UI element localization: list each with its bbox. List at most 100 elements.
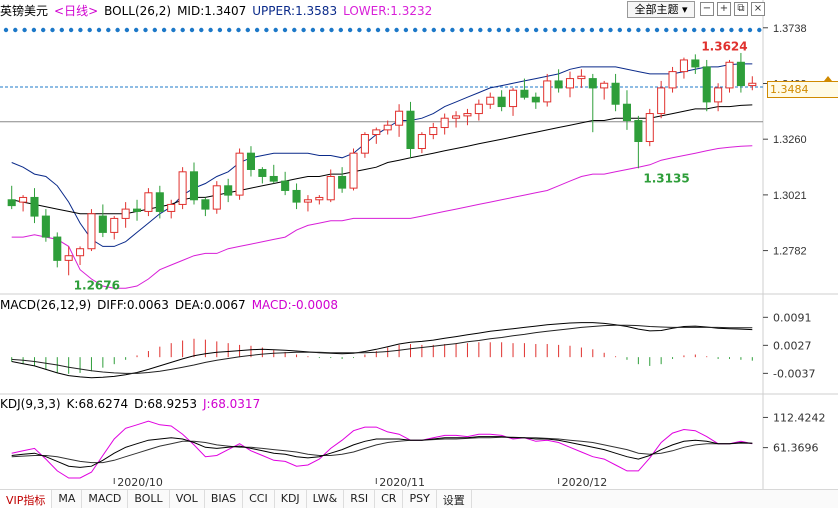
- candle-body: [634, 120, 643, 143]
- add-icon[interactable]: +: [717, 2, 731, 16]
- marker-dot: [366, 27, 371, 33]
- kdj-j-line: [11, 420, 753, 479]
- candle-body: [178, 171, 187, 205]
- candle-body: [600, 82, 609, 89]
- candle-body: [657, 87, 666, 115]
- marker-dot: [719, 27, 725, 33]
- tab-vol[interactable]: VOL: [170, 490, 205, 508]
- candle-body: [303, 199, 312, 203]
- marker-dot: [747, 27, 753, 33]
- tab-ma[interactable]: MA: [52, 490, 83, 508]
- marker-dot: [87, 27, 92, 33]
- tab-rsi[interactable]: RSI: [344, 490, 376, 508]
- macd-diff-line: [11, 322, 753, 379]
- x-tick-label: 2020/10: [117, 476, 163, 489]
- period-label[interactable]: <日线>: [54, 4, 99, 18]
- price-tick-label: 1.3260: [773, 134, 807, 146]
- macd-diff-value: DIFF:0.0063: [97, 298, 169, 312]
- marker-dot: [571, 27, 576, 33]
- candle-body: [668, 71, 677, 89]
- marker-dot: [515, 27, 520, 33]
- marker-dot: [357, 27, 362, 33]
- marker-dot: [106, 27, 111, 33]
- high-annotation: 1.3624: [701, 39, 747, 53]
- marker-dot: [161, 27, 167, 33]
- tab-boll[interactable]: BOLL: [128, 490, 170, 508]
- macd-dea-line: [11, 324, 753, 374]
- marker-dot: [68, 27, 74, 33]
- candle-body: [281, 180, 290, 191]
- marker-dot: [440, 27, 446, 33]
- kdj-tick-label: 61.3696: [773, 442, 819, 455]
- candle-body: [554, 80, 563, 89]
- candle-body: [736, 61, 745, 87]
- candle-body: [714, 87, 723, 103]
- tab-vip[interactable]: VIP指标: [0, 490, 53, 508]
- tab-lw[interactable]: LW&: [307, 490, 345, 508]
- candle-body: [246, 152, 256, 170]
- kdj-header: KDJ(9,3,3) K:68.6274 D:68.9253 J:68.0317: [0, 397, 266, 411]
- tab-kdj[interactable]: KDJ: [275, 490, 307, 508]
- macd-tick-label: -0.0037: [773, 367, 815, 380]
- marker-dot: [180, 27, 185, 33]
- kdj-j-value: J:68.0317: [203, 397, 261, 411]
- x-tick-label: 2020/11: [379, 476, 425, 489]
- candle-body: [132, 208, 142, 212]
- marker-dot: [543, 27, 548, 33]
- marker-dot: [533, 27, 539, 33]
- close-icon[interactable]: ×: [751, 2, 765, 16]
- candle-body: [360, 134, 369, 154]
- marker-dot: [450, 27, 455, 33]
- kdj-k-line: [11, 436, 753, 468]
- symbol-name: 英镑美元: [0, 4, 49, 18]
- indicator-tabs: VIP指标 MA MACD BOLL VOL BIAS CCI KDJ LW& …: [0, 489, 838, 508]
- marker-dot: [645, 27, 650, 33]
- marker-dot: [171, 27, 176, 33]
- boll-mid-value: MID:1.3407: [177, 4, 247, 18]
- marker-dot: [431, 27, 436, 33]
- candle-body: [155, 192, 164, 212]
- tab-bias[interactable]: BIAS: [205, 490, 244, 508]
- candle-body: [258, 168, 267, 177]
- tab-cci[interactable]: CCI: [243, 490, 275, 508]
- marker-dot: [245, 27, 250, 33]
- candle-body: [212, 185, 221, 210]
- minus-icon[interactable]: −: [700, 2, 714, 16]
- marker-dot: [599, 27, 604, 33]
- marker-dot: [608, 27, 613, 33]
- candle-body: [748, 82, 757, 87]
- tab-macd[interactable]: MACD: [82, 490, 129, 508]
- marker-dot: [729, 27, 734, 33]
- marker-dot: [664, 27, 669, 33]
- low-annotation: 1.3135: [643, 171, 689, 185]
- theme-dropdown[interactable]: 全部主题 ▾: [627, 1, 695, 18]
- marker-dot: [692, 27, 697, 33]
- tab-cr[interactable]: CR: [375, 490, 404, 508]
- macd-header: MACD(26,12,9) DIFF:0.0063 DEA:0.0067 MACD:-…: [0, 298, 344, 312]
- marker-dot: [347, 27, 353, 33]
- marker-dot: [217, 27, 223, 33]
- marker-dot: [413, 27, 418, 33]
- marker-dot: [524, 27, 529, 33]
- candle-body: [76, 248, 85, 257]
- candle-body: [725, 61, 734, 89]
- marker-dot: [394, 27, 399, 33]
- candle-body: [679, 59, 688, 73]
- tab-settings[interactable]: 设置: [437, 490, 472, 508]
- marker-dot: [254, 27, 260, 33]
- restore-icon[interactable]: ⧉: [734, 2, 748, 16]
- marker-dot: [152, 27, 157, 33]
- marker-dot: [78, 27, 83, 33]
- marker-dot: [617, 27, 622, 33]
- marker-dot: [41, 27, 46, 33]
- candle-body: [531, 96, 540, 103]
- kdj-d-line: [11, 436, 753, 464]
- boll-lower-value: LOWER:1.3232: [343, 4, 433, 18]
- chart-header: 英镑美元 <日线> BOLL(26,2) MID:1.3407 UPPER:1.3583…: [0, 2, 438, 18]
- candle-body: [406, 110, 415, 150]
- candle-body: [144, 192, 153, 212]
- tab-psy[interactable]: PSY: [403, 490, 437, 508]
- marker-dot: [561, 27, 567, 33]
- candle-body: [520, 89, 529, 98]
